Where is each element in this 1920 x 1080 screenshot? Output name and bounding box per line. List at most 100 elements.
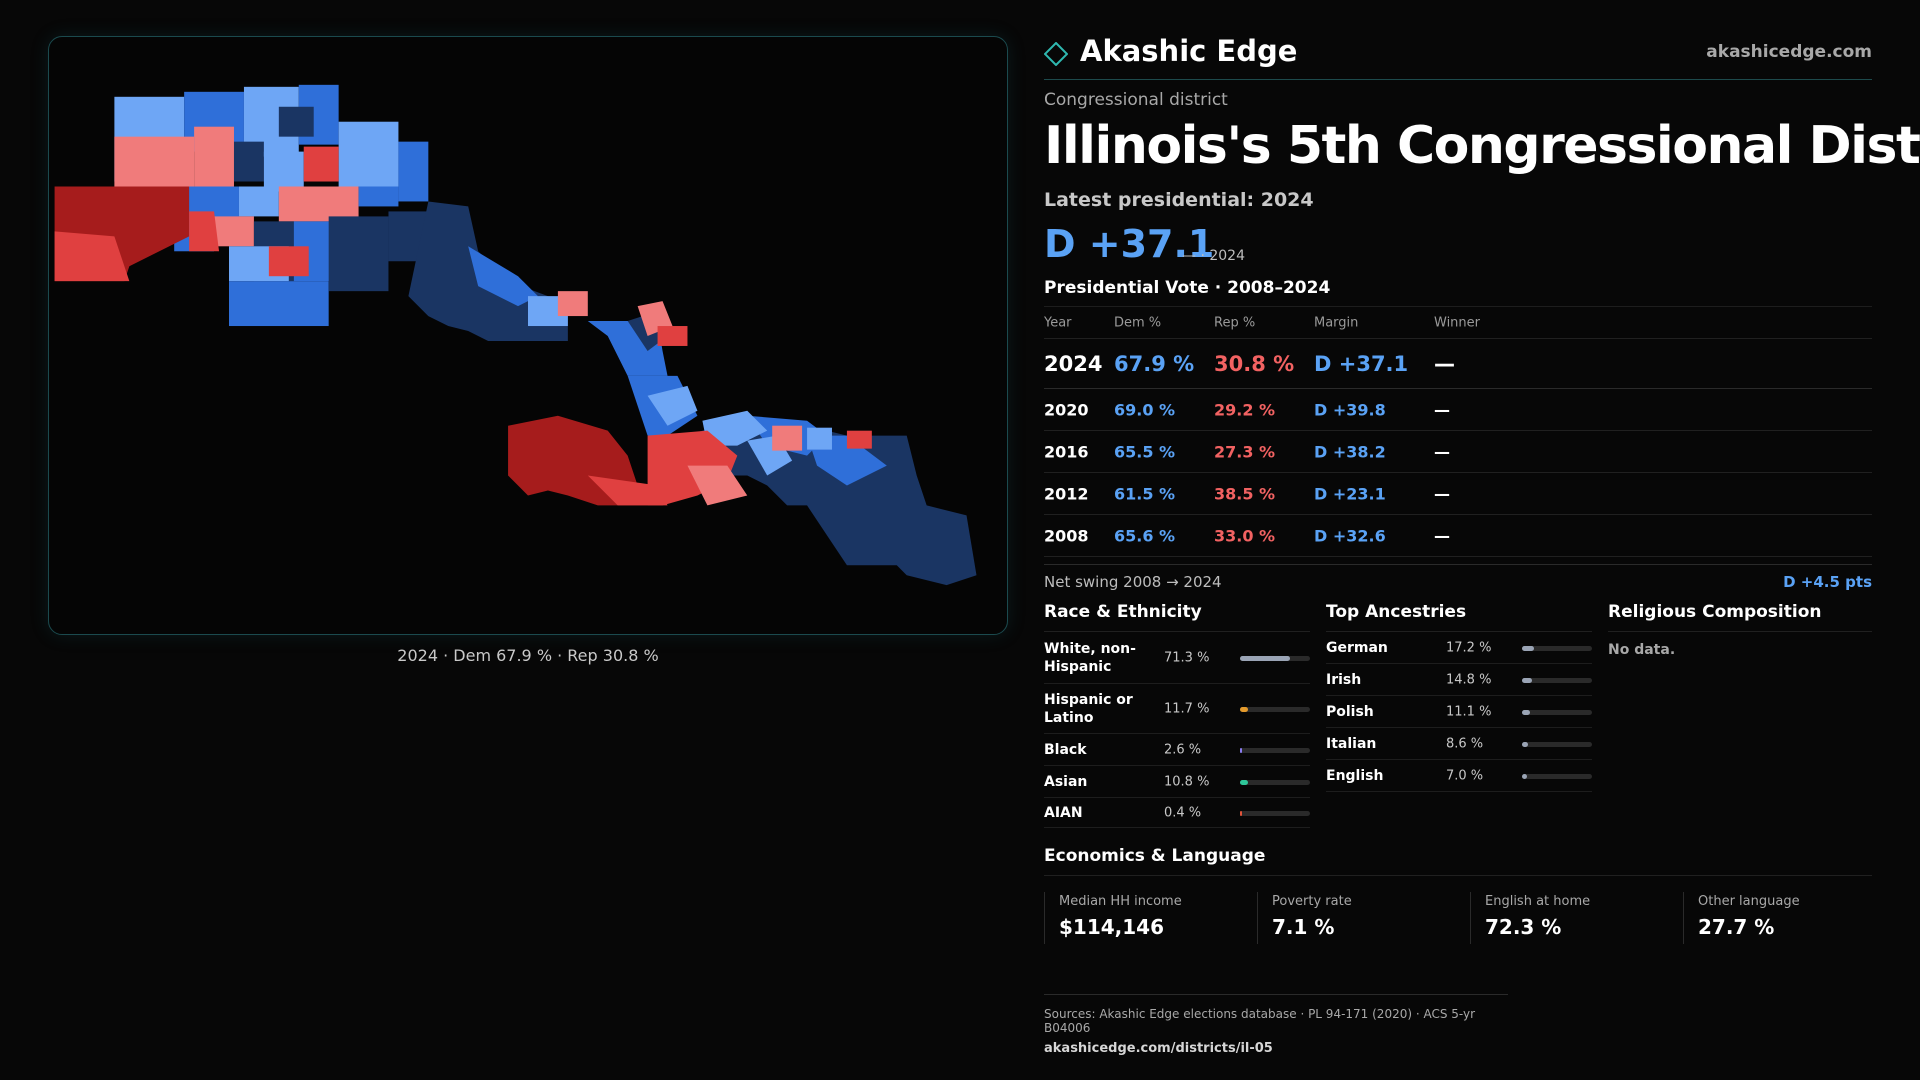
item-bar-fill xyxy=(1240,706,1249,712)
item-bar-fill xyxy=(1522,709,1530,715)
row-rep: 30.8 % xyxy=(1214,351,1295,376)
item-label: Asian xyxy=(1044,773,1088,790)
row-year: 2012 xyxy=(1044,484,1089,503)
presidential-vote-table: Year Dem % Rep % Margin Winner 2024 67.9… xyxy=(1044,306,1872,557)
religion-title: Religious Composition xyxy=(1608,602,1872,632)
item-bar-fill xyxy=(1522,773,1527,779)
item-bar xyxy=(1522,677,1592,683)
net-swing-label: Net swing 2008 → 2024 xyxy=(1044,573,1222,591)
col-rep-header: Rep % xyxy=(1214,315,1256,330)
district-url-link[interactable]: akashicedge.com/districts/il-05 xyxy=(1044,1041,1273,1056)
row-margin: D +32.6 xyxy=(1314,526,1386,545)
item-label: Black xyxy=(1044,741,1087,758)
item-value: 2.6 % xyxy=(1164,742,1202,757)
econ-card-poverty: Poverty rate 7.1 % xyxy=(1257,892,1457,944)
ancestries-list: German 17.2 % Irish 14.8 % Polish 11.1 % Itali… xyxy=(1326,632,1592,792)
list-item: Polish 11.1 % xyxy=(1326,696,1592,728)
net-swing: Net swing 2008 → 2024 D +4.5 pts xyxy=(1044,564,1872,600)
item-label: Hispanic or Latino xyxy=(1044,691,1133,726)
economics-cards: Median HH income $114,146 Poverty rate 7… xyxy=(1044,892,1872,944)
item-value: 10.8 % xyxy=(1164,774,1210,789)
latest-margin: D +37.1 xyxy=(1044,222,1215,266)
presidential-vote-title: Presidential Vote · 2008–2024 xyxy=(1044,278,1331,298)
row-winner: — xyxy=(1434,351,1455,376)
row-margin: D +23.1 xyxy=(1314,484,1386,503)
item-value: 17.2 % xyxy=(1446,640,1492,655)
row-year: 2024 xyxy=(1044,351,1103,376)
econ-label: Other language xyxy=(1698,894,1800,909)
row-margin: D +38.2 xyxy=(1314,442,1386,461)
net-swing-value: D +4.5 pts xyxy=(1783,573,1872,591)
econ-label: English at home xyxy=(1485,894,1591,909)
item-label: English xyxy=(1326,767,1384,784)
item-bar xyxy=(1240,706,1310,712)
map-region-southeast xyxy=(508,410,977,586)
latest-margin-sub: — · 2024 xyxy=(1182,248,1245,264)
sources-text: Sources: Akashic Edge elections database… xyxy=(1044,1007,1476,1035)
econ-value: $114,146 xyxy=(1059,915,1165,939)
row-margin: D +37.1 xyxy=(1314,351,1409,376)
table-row: 2020 69.0 % 29.2 % D +39.8 — xyxy=(1044,389,1872,431)
list-item: Black 2.6 % xyxy=(1044,734,1310,766)
item-bar xyxy=(1240,747,1310,753)
item-value: 7.0 % xyxy=(1446,768,1484,783)
list-item: White, non-Hispanic 71.3 % xyxy=(1044,632,1310,684)
religion-empty: No data. xyxy=(1608,642,1676,658)
item-bar-fill xyxy=(1240,747,1242,753)
diamond-logo-icon xyxy=(1044,42,1068,66)
econ-label: Poverty rate xyxy=(1272,894,1352,909)
table-row: 2024 67.9 % 30.8 % D +37.1 — xyxy=(1044,339,1872,389)
item-value: 11.1 % xyxy=(1446,704,1492,719)
item-bar xyxy=(1240,655,1310,661)
race-ethnicity-list: White, non-Hispanic 71.3 % Hispanic or Lat… xyxy=(1044,632,1310,828)
item-bar-fill xyxy=(1240,810,1242,816)
row-dem: 65.6 % xyxy=(1114,526,1176,545)
row-rep: 27.3 % xyxy=(1214,442,1276,461)
page-title: Illinois's 5th Congressional District xyxy=(1044,116,1920,176)
district-map[interactable] xyxy=(48,36,1008,635)
list-item: English 7.0 % xyxy=(1326,760,1592,792)
row-year: 2020 xyxy=(1044,400,1089,419)
brand-name: Akashic Edge xyxy=(1080,34,1298,68)
table-row: 2008 65.6 % 33.0 % D +32.6 — xyxy=(1044,515,1872,557)
item-bar xyxy=(1240,779,1310,785)
econ-card-income: Median HH income $114,146 xyxy=(1044,892,1244,944)
list-item: German 17.2 % xyxy=(1326,632,1592,664)
list-item: Italian 8.6 % xyxy=(1326,728,1592,760)
header: Akashic Edge akashicedge.com xyxy=(1044,30,1872,80)
religion-section: Religious Composition No data. xyxy=(1608,602,1872,658)
item-bar xyxy=(1522,773,1592,779)
item-label: AIAN xyxy=(1044,804,1083,821)
econ-label: Median HH income xyxy=(1059,894,1182,909)
row-dem: 67.9 % xyxy=(1114,351,1195,376)
list-item: Irish 14.8 % xyxy=(1326,664,1592,696)
row-rep: 38.5 % xyxy=(1214,484,1276,503)
row-winner: — xyxy=(1434,400,1450,419)
latest-presidential-label: Latest presidential: 2024 xyxy=(1044,189,1314,211)
item-label: German xyxy=(1326,639,1388,656)
item-bar xyxy=(1522,645,1592,651)
item-value: 11.7 % xyxy=(1164,701,1210,716)
site-link[interactable]: akashicedge.com xyxy=(1706,42,1872,62)
econ-card-other-language: Other language 27.7 % xyxy=(1683,892,1872,944)
row-rep: 33.0 % xyxy=(1214,526,1276,545)
row-winner: — xyxy=(1434,442,1450,461)
footer: Sources: Akashic Edge elections database… xyxy=(1044,994,1508,1056)
item-label: Polish xyxy=(1326,703,1374,720)
item-bar-fill xyxy=(1522,645,1535,651)
district-detail-panel: Akashic Edge akashicedge.com Congression… xyxy=(1044,0,1920,1080)
precinct-map-svg[interactable] xyxy=(49,37,1007,634)
table-row: 2012 61.5 % 38.5 % D +23.1 — xyxy=(1044,473,1872,515)
item-bar-fill xyxy=(1522,741,1529,747)
item-bar xyxy=(1240,810,1310,816)
list-item: Asian 10.8 % xyxy=(1044,766,1310,798)
row-winner: — xyxy=(1434,484,1450,503)
item-bar-fill xyxy=(1240,655,1290,661)
col-dem-header: Dem % xyxy=(1114,315,1162,330)
map-caption: 2024 · Dem 67.9 % · Rep 30.8 % xyxy=(397,646,659,665)
row-year: 2016 xyxy=(1044,442,1089,461)
item-label: Italian xyxy=(1326,735,1377,752)
col-margin-header: Margin xyxy=(1314,315,1359,330)
row-winner: — xyxy=(1434,526,1450,545)
item-label: Irish xyxy=(1326,671,1362,688)
